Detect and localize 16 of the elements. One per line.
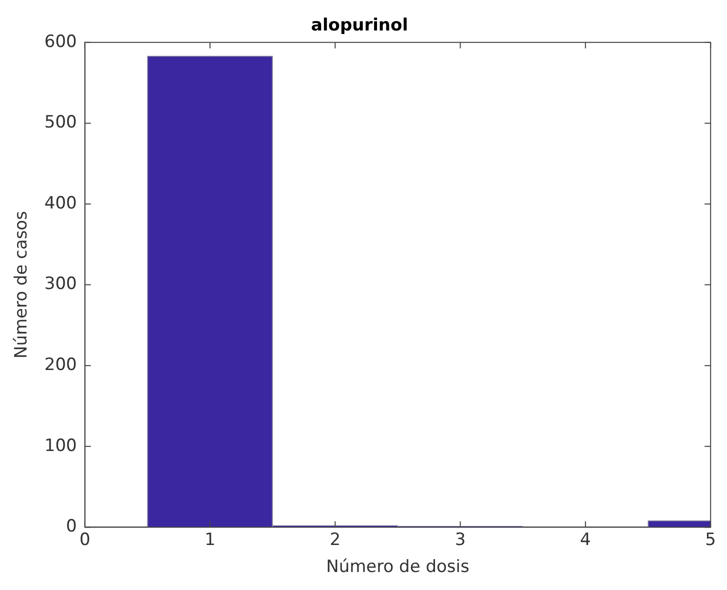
- x-axis-title: Número de dosis: [326, 557, 470, 578]
- y-tick-label: 500: [44, 112, 77, 133]
- y-tick-label: 0: [66, 516, 77, 537]
- chart-title: alopurinol: [310, 16, 408, 36]
- y-tick-label: 400: [44, 193, 77, 214]
- y-tick-label: 200: [44, 355, 77, 376]
- x-tick-label: 2: [330, 530, 341, 550]
- x-tick-label: 5: [705, 530, 716, 550]
- y-tick-label: 600: [44, 32, 77, 52]
- y-tick-label: 100: [44, 436, 77, 456]
- x-tick-label: 1: [204, 530, 216, 550]
- x-tick-label: 0: [79, 530, 90, 550]
- y-axis-title: Número de casos: [12, 210, 32, 359]
- x-tick-label: 3: [454, 530, 466, 550]
- y-tick-label: 300: [44, 274, 77, 294]
- x-tick-label: 4: [580, 530, 591, 550]
